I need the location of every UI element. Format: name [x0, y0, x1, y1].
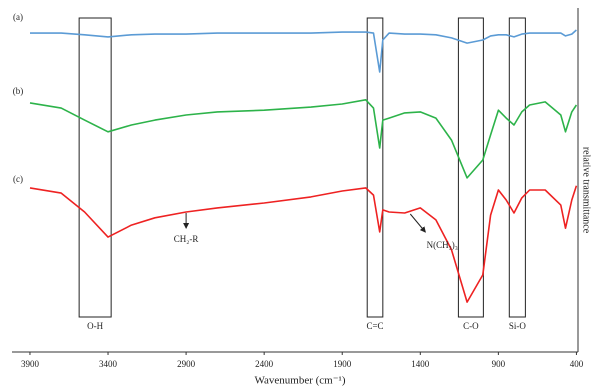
box-label: O-H: [87, 321, 103, 331]
x-axis-label: Wavenumber (cm⁻¹): [255, 375, 346, 387]
x-tick-label: 2900: [177, 359, 196, 369]
x-tick-label: 3400: [99, 359, 118, 369]
annotation-box: [78, 17, 112, 318]
series-label: (c): [13, 174, 23, 184]
box-label: C=C: [366, 321, 383, 331]
annotation-box: [366, 17, 384, 318]
box-label: C-O: [463, 321, 479, 331]
x-tick-label: 1400: [411, 359, 430, 369]
box-label: Si-O: [509, 321, 527, 331]
annotation-label: CH₂-R: [174, 234, 199, 244]
x-tick-label: 3900: [21, 359, 40, 369]
annotation-box: [457, 17, 484, 318]
spectrum-line: [29, 185, 578, 303]
spectrum-line: [30, 29, 577, 73]
x-tick-label: 400: [570, 359, 584, 369]
series-label: (a): [13, 12, 23, 22]
x-tick-label: 1900: [333, 359, 352, 369]
y-axis-label: relative transmittance: [581, 147, 592, 234]
x-tick-label: 2400: [255, 359, 274, 369]
x-tick-label: 900: [492, 359, 506, 369]
annotation-label: N(CH₃)₃: [427, 240, 458, 250]
annotation-box: [508, 17, 526, 318]
spectrum-line: [29, 99, 578, 179]
annotation-arrow: [409, 213, 426, 233]
series-label: (b): [13, 86, 24, 96]
